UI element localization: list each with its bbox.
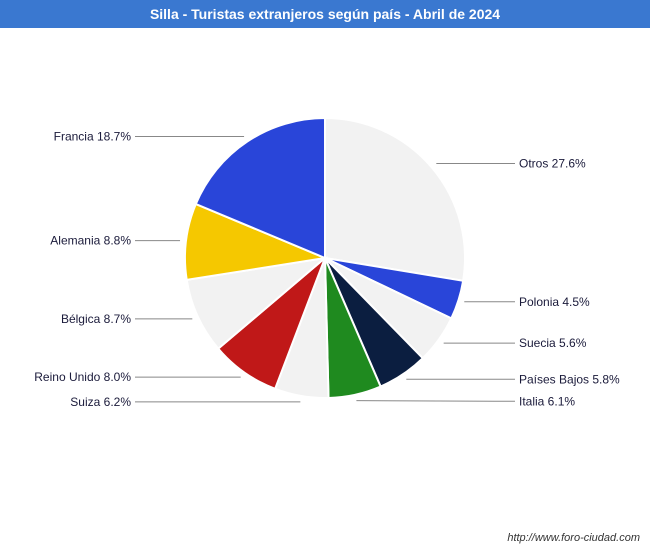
footer-attribution: http://www.foro-ciudad.com: [507, 532, 640, 544]
pie-slice: [325, 118, 465, 281]
leader-line: [356, 401, 515, 402]
slice-label: Otros 27.6%: [519, 157, 586, 171]
chart-area: Francia 18.7% Alemania 8.8% Bélgica 8.7% Re…: [0, 28, 650, 508]
slice-label: Italia 6.1%: [519, 394, 575, 408]
slice-label: Bélgica 8.7%: [61, 312, 131, 326]
slice-label: Francia 18.7%: [54, 129, 132, 143]
slice-label: Alemania 8.8%: [50, 234, 131, 248]
slice-label: Reino Unido 8.0%: [34, 370, 131, 384]
slice-label: Polonia 4.5%: [519, 295, 590, 309]
pie-chart-svg: Francia 18.7% Alemania 8.8% Bélgica 8.7% Re…: [0, 28, 650, 508]
slice-label: Países Bajos 5.8%: [519, 372, 620, 386]
slice-label: Suecia 5.6%: [519, 336, 587, 350]
slice-label: Suiza 6.2%: [70, 395, 131, 409]
chart-title: Silla - Turistas extranjeros según país …: [0, 0, 650, 28]
